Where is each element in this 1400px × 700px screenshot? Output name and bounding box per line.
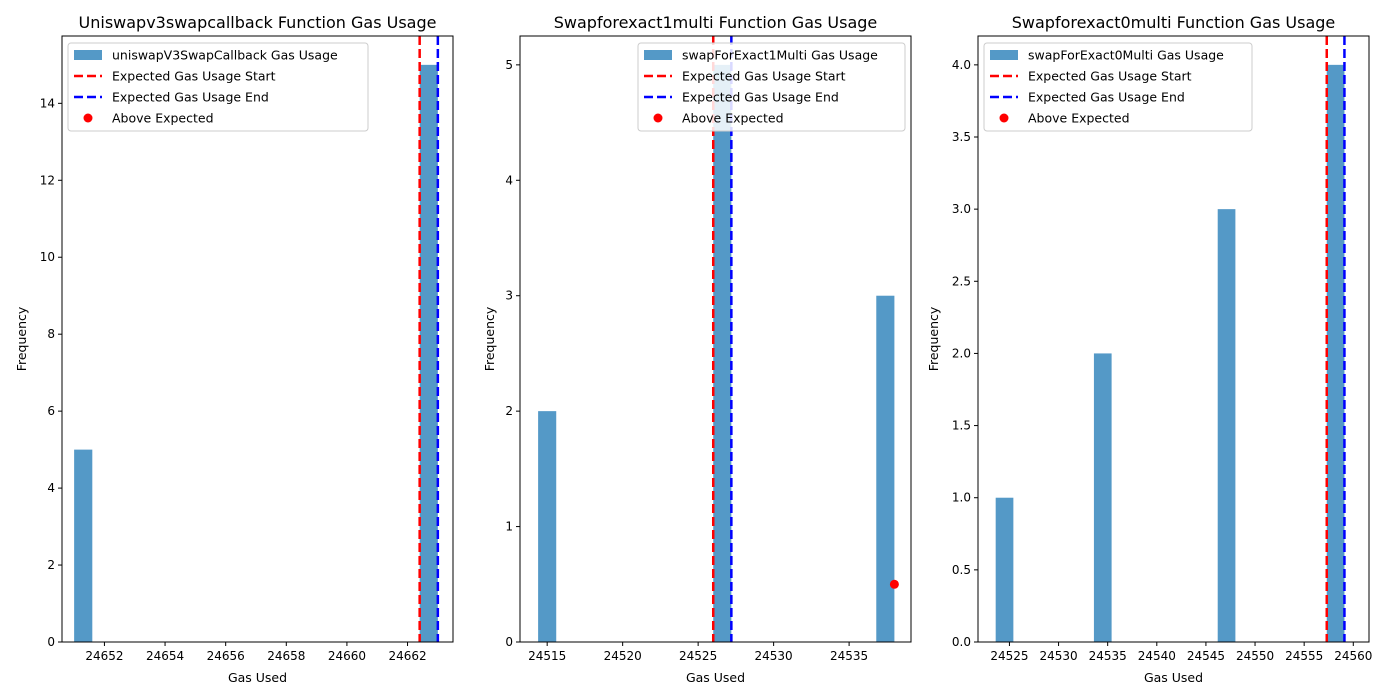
subplot-2: Swapforexact1multi Function Gas Usage Ga… xyxy=(482,13,912,685)
x-tick-label: 24656 xyxy=(207,649,245,663)
chart-title: Uniswapv3swapcallback Function Gas Usage xyxy=(79,13,437,32)
legend-entry-label: Expected Gas Usage End xyxy=(112,90,269,105)
subplot-3: Swapforexact0multi Function Gas Usage Ga… xyxy=(926,13,1372,685)
x-tick-label: 24520 xyxy=(604,649,642,663)
legend-swatch-bar xyxy=(644,50,672,60)
y-tick-label: 14 xyxy=(40,96,55,110)
y-tick-label: 10 xyxy=(40,250,55,264)
x-tick-label: 24525 xyxy=(679,649,717,663)
legend-box xyxy=(637,42,906,132)
x-tick-label: 24530 xyxy=(755,649,793,663)
y-tick-label: 3.5 xyxy=(952,130,971,144)
legend-swatch-bar xyxy=(74,50,102,60)
y-tick-label: 6 xyxy=(47,404,55,418)
x-tick-label: 24515 xyxy=(528,649,566,663)
legend-entry-label: uniswapV3SwapCallback Gas Usage xyxy=(112,48,338,63)
histogram-bar xyxy=(74,449,93,642)
legend-swatch-point xyxy=(653,113,663,123)
y-tick-label: 2 xyxy=(47,558,55,572)
y-tick-label: 0.0 xyxy=(952,635,971,649)
x-tick-label: 24545 xyxy=(1187,649,1225,663)
y-tick-label: 4 xyxy=(47,481,55,495)
x-tick-label: 24555 xyxy=(1285,649,1323,663)
x-tick-label: 24550 xyxy=(1236,649,1274,663)
chart-title: Swapforexact0multi Function Gas Usage xyxy=(1012,13,1336,32)
legend-swatch-point xyxy=(999,113,1009,123)
y-tick-label: 1.0 xyxy=(952,491,971,505)
x-tick-label: 24535 xyxy=(1089,649,1127,663)
y-tick-label: 3 xyxy=(505,289,513,303)
legend-entry-label: Expected Gas Usage Start xyxy=(1028,69,1192,84)
y-tick-label: 0.5 xyxy=(952,563,971,577)
legend: uniswapV3SwapCallback Gas Usage Expected … xyxy=(67,42,369,132)
y-tick-label: 1 xyxy=(505,520,513,534)
axes-frame xyxy=(977,35,1370,643)
x-tick-label: 24662 xyxy=(388,649,426,663)
x-tick-label: 24525 xyxy=(990,649,1028,663)
legend-entry-label: Expected Gas Usage Start xyxy=(682,69,846,84)
legend-swatch-bar xyxy=(990,50,1018,60)
x-tick-label: 24530 xyxy=(1039,649,1077,663)
legend-entry-label: Above Expected xyxy=(1028,111,1130,126)
y-tick-label: 0 xyxy=(47,635,55,649)
y-axis-label: Frequency xyxy=(482,306,497,371)
y-tick-label: 4.0 xyxy=(952,58,971,72)
histogram-bar xyxy=(1093,353,1112,642)
histogram-bar xyxy=(713,64,732,643)
histogram-bar xyxy=(995,497,1014,642)
x-tick-label: 24560 xyxy=(1334,649,1372,663)
x-axis-label: Gas Used xyxy=(686,670,745,685)
y-tick-label: 4 xyxy=(505,173,513,187)
legend-box xyxy=(67,42,369,132)
histogram-bar xyxy=(1326,64,1345,643)
x-tick-label: 24652 xyxy=(85,649,123,663)
legend-entry-label: Above Expected xyxy=(682,111,784,126)
legend-entry-label: swapForExact1Multi Gas Usage xyxy=(682,48,878,63)
x-axis-label: Gas Used xyxy=(228,670,287,685)
above-expected-point xyxy=(889,579,899,589)
y-tick-label: 2.5 xyxy=(952,274,971,288)
y-axis-label: Frequency xyxy=(926,306,941,371)
legend-entry-label: swapForExact0Multi Gas Usage xyxy=(1028,48,1224,63)
y-tick-label: 1.5 xyxy=(952,419,971,433)
x-tick-label: 24540 xyxy=(1138,649,1176,663)
histogram-bar xyxy=(1217,209,1236,642)
x-tick-label: 24535 xyxy=(830,649,868,663)
axes-frame xyxy=(61,35,454,643)
y-tick-label: 0 xyxy=(505,635,513,649)
x-tick-label: 24654 xyxy=(146,649,184,663)
y-axis-label: Frequency xyxy=(14,306,29,371)
subplot-1: Uniswapv3swapcallback Function Gas Usage… xyxy=(14,13,454,685)
legend-entry-label: Expected Gas Usage Start xyxy=(112,69,276,84)
legend: swapForExact1Multi Gas Usage Expected Gas… xyxy=(637,42,906,132)
histogram-bar xyxy=(876,295,895,642)
y-tick-label: 3.0 xyxy=(952,202,971,216)
legend-box xyxy=(983,42,1253,132)
legend-entry-label: Above Expected xyxy=(112,111,214,126)
chart-title: Swapforexact1multi Function Gas Usage xyxy=(554,13,878,32)
legend-entry-label: Expected Gas Usage End xyxy=(682,90,839,105)
legend-swatch-point xyxy=(83,113,93,123)
y-tick-label: 2 xyxy=(505,404,513,418)
legend: swapForExact0Multi Gas Usage Expected Gas… xyxy=(983,42,1253,132)
axes-frame xyxy=(519,35,912,643)
histogram-bar xyxy=(538,411,557,642)
y-tick-label: 8 xyxy=(47,327,55,341)
legend-entry-label: Expected Gas Usage End xyxy=(1028,90,1185,105)
y-tick-label: 12 xyxy=(40,173,55,187)
y-tick-label: 2.0 xyxy=(952,346,971,360)
x-tick-label: 24660 xyxy=(328,649,366,663)
x-axis-label: Gas Used xyxy=(1144,670,1203,685)
histogram-bar xyxy=(419,64,438,643)
y-tick-label: 5 xyxy=(505,58,513,72)
x-tick-label: 24658 xyxy=(267,649,305,663)
